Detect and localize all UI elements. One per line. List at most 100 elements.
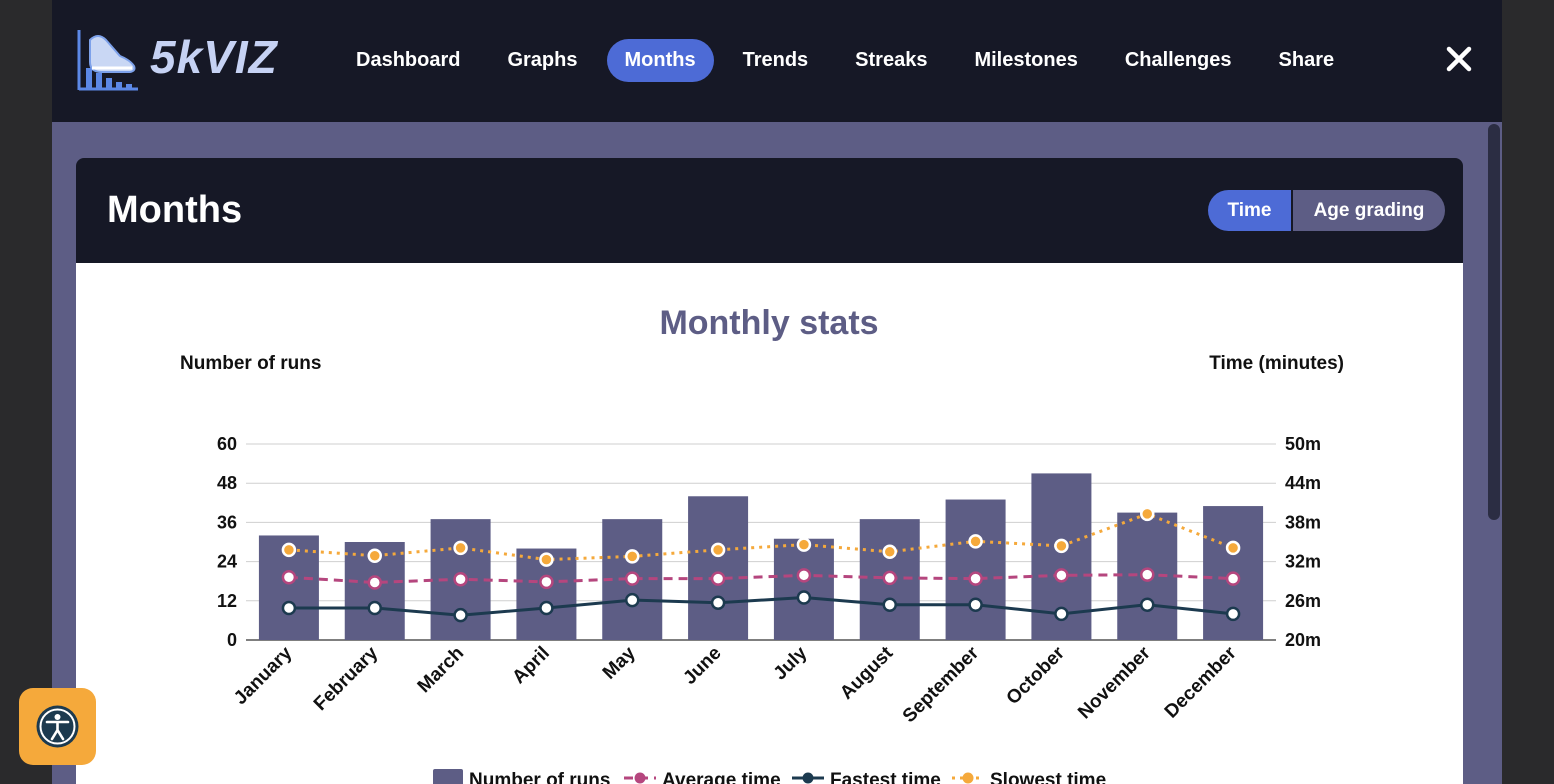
right-tick-label: 44m [1285, 473, 1321, 493]
point-slowest-time [281, 542, 297, 558]
nav-item-dashboard[interactable]: Dashboard [356, 49, 461, 71]
left-tick-label: 24 [217, 552, 237, 572]
point-fastest-time [1225, 606, 1241, 622]
toggle-age-grading-button[interactable]: Age grading [1293, 190, 1445, 231]
bar-number-of-runs [945, 499, 1006, 640]
legend-label: Fastest time [830, 770, 941, 784]
point-average-time [539, 574, 554, 590]
legend-marker-slowest-time [962, 772, 974, 784]
point-slowest-time [1054, 538, 1069, 554]
point-slowest-time [1140, 506, 1155, 522]
legend-marker-fastest-time [802, 772, 814, 784]
nav-item-graphs[interactable]: Graphs [507, 49, 578, 71]
toggle-time-button[interactable]: Time [1208, 190, 1291, 231]
scrollbar-thumb[interactable] [1488, 124, 1500, 520]
point-slowest-time [796, 537, 812, 552]
legend-label: Number of runs [469, 770, 610, 784]
nav-item-streaks[interactable]: Streaks [855, 49, 928, 71]
point-fastest-time [453, 607, 468, 623]
legend-marker-average-time [634, 772, 646, 784]
point-fastest-time [710, 595, 726, 611]
bar-number-of-runs [773, 538, 834, 640]
point-fastest-time [281, 600, 297, 616]
point-fastest-time [539, 600, 554, 616]
point-average-time [281, 570, 297, 585]
nav-item-milestones[interactable]: Milestones [974, 49, 1078, 71]
left-tick-label: 12 [217, 591, 237, 611]
right-tick-label: 32m [1285, 552, 1321, 572]
main-nav: Dashboard Graphs Months Trends Streaks Milest… [338, 39, 1363, 82]
x-tick-label: June [679, 643, 725, 689]
logo-chart-icon [77, 30, 138, 91]
x-tick-label: December [1161, 642, 1241, 722]
accessibility-icon [36, 705, 79, 748]
nav-item-challenges[interactable]: Challenges [1124, 49, 1232, 71]
point-average-time [796, 568, 812, 583]
x-tick-label: July [770, 642, 812, 684]
point-average-time [1140, 567, 1155, 582]
point-average-time [453, 571, 468, 587]
app-name: 5kVIZ [150, 31, 278, 83]
x-tick-label: February [310, 642, 383, 715]
legend-swatch-number-of-runs [433, 769, 463, 784]
running-shoe-icon [89, 35, 136, 73]
right-axis-label: Time (minutes) [1209, 353, 1344, 374]
left-tick-label: 48 [217, 473, 237, 493]
point-slowest-time [710, 542, 726, 558]
monthly-stats-chart: Monthly stats Number of runs Time (minutes… [180, 304, 1344, 784]
right-tick-label: 38m [1285, 512, 1321, 532]
point-average-time [1225, 571, 1241, 586]
x-tick-label: January [230, 642, 297, 709]
legend-label: Slowest time [990, 770, 1106, 784]
x-tick-label: April [508, 643, 553, 688]
point-average-time [882, 570, 897, 586]
line-fastest-time [288, 595, 1234, 617]
point-fastest-time [968, 597, 983, 612]
right-tick-label: 20m [1285, 630, 1321, 650]
point-slowest-time [625, 549, 640, 564]
legend-label: Average time [662, 770, 781, 784]
point-fastest-time [1054, 606, 1069, 622]
bar-number-of-runs [688, 496, 749, 640]
left-tick-label: 36 [217, 512, 237, 532]
point-average-time [968, 571, 983, 586]
left-tick-label: 60 [217, 434, 237, 454]
point-slowest-time [367, 548, 382, 563]
point-slowest-time [968, 534, 983, 549]
months-card-header: Months Time Age grading [76, 158, 1463, 263]
nav-item-share[interactable]: Share [1278, 49, 1335, 71]
months-card-body: Monthly stats Number of runs Time (minutes… [76, 263, 1463, 784]
x-tick-label: August [836, 642, 898, 704]
close-icon[interactable] [1444, 44, 1474, 74]
line-average-time [288, 573, 1234, 585]
x-tick-label: March [414, 643, 468, 697]
x-tick-label: October [1003, 642, 1070, 709]
point-average-time [367, 575, 382, 590]
x-tick-label: May [599, 642, 640, 683]
point-average-time [1054, 568, 1069, 583]
app-logo[interactable] [76, 28, 291, 92]
point-average-time [625, 571, 640, 586]
x-tick-label: November [1074, 642, 1155, 723]
point-slowest-time [453, 540, 468, 556]
nav-item-months[interactable]: Months [606, 39, 714, 82]
chart-title: Monthly stats [659, 304, 878, 342]
point-slowest-time [539, 552, 554, 567]
point-fastest-time [367, 600, 382, 616]
page-title: Months [107, 189, 243, 231]
accessibility-button[interactable] [19, 688, 96, 765]
line-slowest-time [288, 512, 1234, 562]
top-navigation-bar: 5kVIZ Dashboard Graphs Months Trends Streaks… [52, 0, 1502, 122]
metric-toggle: Time Age grading [1208, 190, 1445, 231]
left-tick-label: 0 [227, 630, 237, 650]
point-fastest-time [625, 592, 640, 608]
nav-item-trends[interactable]: Trends [742, 49, 809, 71]
point-average-time [710, 571, 726, 586]
point-slowest-time [1225, 540, 1241, 556]
right-tick-label: 50m [1285, 434, 1321, 454]
left-axis-label: Number of runs [180, 353, 321, 374]
app-window: 5kVIZ Dashboard Graphs Months Trends Streaks… [52, 0, 1502, 784]
x-tick-label: September [899, 642, 984, 727]
right-tick-label: 26m [1285, 591, 1321, 611]
point-slowest-time [882, 544, 897, 560]
